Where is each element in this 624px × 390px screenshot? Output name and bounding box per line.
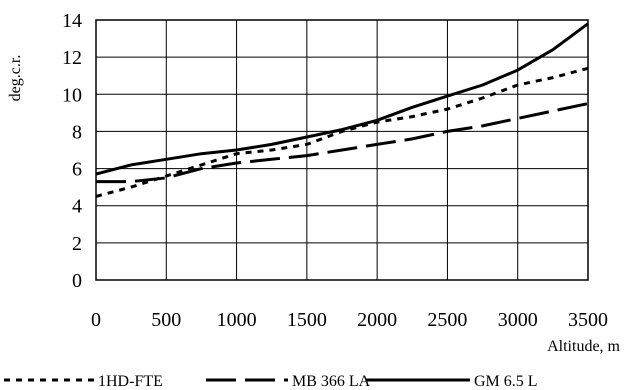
x-tick-label-2: 1000	[217, 309, 257, 331]
y-tick-label-6: 12	[62, 47, 82, 69]
y-tick-label-5: 10	[62, 84, 82, 106]
x-tick-label-4: 2000	[357, 309, 397, 331]
legend-label-1: MB 366 LA	[292, 373, 371, 390]
x-tick-label-7: 3500	[568, 309, 608, 331]
y-tick-label-7: 14	[62, 10, 82, 32]
plot-frame	[95, 19, 589, 281]
x-tick-labels: 0 500 1000 1500 2000 2500 3000 3500	[91, 309, 608, 331]
y-tick-label-0: 0	[72, 270, 82, 292]
legend-label-0: 1HD-FTE	[98, 373, 163, 390]
y-tick-label-1: 2	[72, 233, 82, 255]
x-tick-label-0: 0	[91, 309, 101, 331]
series-layer	[95, 22, 589, 198]
x-tick-label-6: 3000	[498, 309, 538, 331]
x-tick-label-1: 500	[151, 309, 181, 331]
legend-label-2: GM 6.5 L	[474, 373, 538, 390]
y-tick-label-3: 6	[72, 159, 82, 181]
series-line-2	[95, 22, 589, 176]
y-axis-label: deg.c.r.	[7, 55, 24, 102]
x-axis-label: Altitude, m	[547, 338, 620, 355]
x-tick-label-5: 2500	[427, 309, 467, 331]
x-tick-label-3: 1500	[287, 309, 327, 331]
series-line-1	[96, 102, 589, 184]
y-tick-label-2: 4	[72, 196, 82, 218]
y-tick-label-4: 8	[72, 121, 82, 143]
series-line-0	[95, 66, 589, 198]
legend: 1HD-FTE MB 366 LA GM 6.5 L	[4, 373, 538, 390]
y-tick-labels: 0 2 4 6 8 10 12 14	[62, 10, 82, 292]
